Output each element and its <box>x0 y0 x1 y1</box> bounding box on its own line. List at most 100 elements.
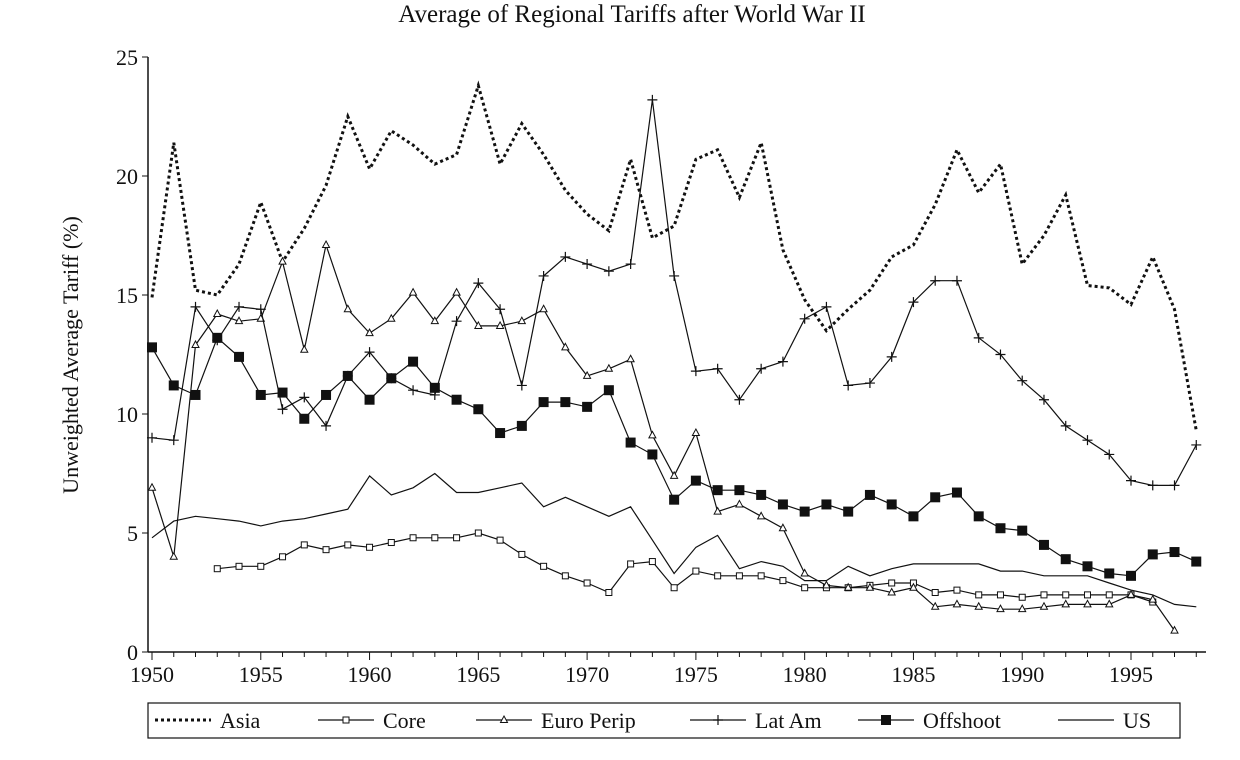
open-square-marker <box>953 586 961 594</box>
open-square-marker <box>431 534 439 542</box>
triangle-marker <box>626 354 635 363</box>
filled-square-marker <box>560 397 571 408</box>
triangle-marker <box>408 287 418 296</box>
legend-label: Asia <box>220 708 261 733</box>
plus-marker <box>582 259 593 270</box>
x-tick-label: 1970 <box>565 662 609 687</box>
triangle-marker <box>974 601 984 610</box>
open-square-marker <box>735 572 743 580</box>
triangle-marker <box>561 342 570 351</box>
open-square-marker <box>496 536 504 544</box>
triangle-marker <box>1039 601 1049 610</box>
triangle-marker <box>843 582 853 591</box>
legend-item: Euro Perip <box>476 708 636 733</box>
y-tick-label: 20 <box>116 164 138 189</box>
open-square-marker <box>975 591 983 599</box>
plus-marker <box>516 380 527 391</box>
filled-square-marker <box>212 332 223 343</box>
triangle-marker <box>1126 589 1136 598</box>
filled-square-marker <box>881 715 891 725</box>
triangle-marker <box>930 601 940 610</box>
filled-square-marker <box>1060 554 1071 565</box>
y-tick-label: 0 <box>127 640 138 665</box>
series-line <box>150 80 1198 431</box>
triangle-marker <box>278 256 287 265</box>
filled-square-marker <box>647 449 658 460</box>
legend-label: Euro Perip <box>541 708 636 733</box>
triangle-marker <box>996 604 1005 613</box>
filled-square-marker <box>168 380 179 391</box>
filled-square-marker <box>495 428 506 439</box>
filled-square-marker <box>777 499 788 510</box>
filled-square-marker <box>973 511 984 522</box>
triangle-marker <box>582 370 592 379</box>
open-square-marker <box>605 589 613 596</box>
filled-square-marker <box>625 437 636 448</box>
open-square-marker <box>757 572 765 580</box>
open-square-marker <box>888 579 896 587</box>
series-us <box>151 472 1197 608</box>
filled-square-marker <box>451 394 462 405</box>
open-square-marker <box>213 565 221 573</box>
open-square-marker <box>453 534 461 542</box>
triangle-marker <box>495 320 505 329</box>
triangle-marker <box>648 430 657 439</box>
plus-marker <box>1082 435 1093 446</box>
triangle-marker <box>147 482 157 491</box>
x-tick-label: 1955 <box>239 662 283 687</box>
open-square-marker <box>561 572 569 580</box>
series-line <box>151 99 1197 486</box>
triangle-marker <box>756 511 766 520</box>
plus-marker <box>364 347 375 358</box>
plus-marker <box>147 432 157 443</box>
triangle-marker <box>517 316 527 325</box>
open-square-marker <box>648 558 656 566</box>
filled-square-marker <box>277 387 288 398</box>
plus-marker <box>647 94 658 105</box>
triangle-marker <box>169 551 179 560</box>
open-square-marker <box>387 539 395 547</box>
open-square-marker <box>801 584 809 592</box>
plus-marker <box>712 363 723 374</box>
open-square-marker <box>692 567 700 575</box>
filled-square-marker <box>799 506 810 517</box>
open-square-marker <box>344 541 352 549</box>
y-tick-label: 25 <box>116 45 138 70</box>
open-square-marker <box>518 550 526 558</box>
y-axis-label: Unweighted Average Tariff (%) <box>58 216 83 494</box>
plus-marker <box>560 251 571 262</box>
triangle-marker <box>539 304 548 313</box>
triangle-marker <box>299 344 309 353</box>
legend-item: Core <box>318 708 426 733</box>
triangle-marker <box>691 427 701 437</box>
open-square-marker <box>300 541 308 549</box>
triangle-marker <box>1170 625 1179 634</box>
series-line <box>151 472 1197 608</box>
filled-square-marker <box>1082 561 1093 572</box>
triangle-marker <box>386 313 396 322</box>
open-square-marker <box>257 562 265 570</box>
triangle-marker <box>887 587 897 596</box>
open-square-marker <box>409 534 417 542</box>
x-tick-label: 1995 <box>1109 662 1153 687</box>
plus-marker <box>908 297 919 308</box>
triangle-marker <box>735 499 744 508</box>
plus-marker <box>690 366 701 377</box>
filled-square-marker <box>386 373 397 384</box>
chart-title: Average of Regional Tariffs after World … <box>398 1 865 28</box>
plus-marker <box>843 380 854 391</box>
triangle-marker <box>1148 594 1158 603</box>
triangle-marker <box>499 714 509 723</box>
filled-square-marker <box>516 420 527 431</box>
legend-label: Offshoot <box>923 708 1001 733</box>
open-square-marker <box>779 577 787 585</box>
open-square-marker <box>1062 591 1070 599</box>
plus-marker <box>1038 394 1049 405</box>
x-tick-label: 1950 <box>130 662 174 687</box>
filled-square-marker <box>734 485 745 496</box>
triangle-marker <box>909 582 918 591</box>
plus-marker <box>234 301 245 312</box>
series-euro-perip <box>147 239 1179 634</box>
plus-marker <box>255 304 266 315</box>
plus-marker <box>669 270 680 281</box>
